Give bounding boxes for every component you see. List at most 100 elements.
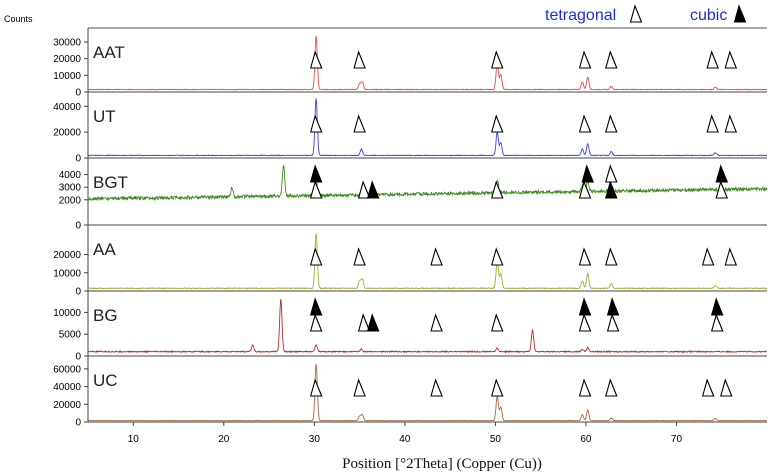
x-tick-label: 70 xyxy=(671,434,683,445)
peak-marker-tetragonal xyxy=(309,247,323,266)
peak-marker-cubic xyxy=(366,180,380,199)
y-tick-label: 0 xyxy=(75,221,81,232)
x-tick-label: 10 xyxy=(128,434,140,445)
panel-label: UC xyxy=(93,371,118,390)
peak-marker-cubic xyxy=(309,164,323,183)
peak-marker-tetragonal xyxy=(720,378,733,397)
panel-label: BG xyxy=(93,306,118,325)
peak-marker-tetragonal xyxy=(605,378,618,397)
legend-hollow-triangle xyxy=(629,4,643,23)
x-axis: 10 20 30 40 50 60 70 xyxy=(88,421,767,445)
peak-marker-tetragonal xyxy=(490,247,504,266)
peak-marker-tetragonal xyxy=(605,50,618,69)
y-tick-label: 30000 xyxy=(53,38,81,49)
legend-cubic-label: cubic xyxy=(690,7,727,24)
peak-marker-tetragonal xyxy=(430,378,443,397)
peak-marker-tetragonal xyxy=(724,50,738,69)
peak-marker-tetragonal xyxy=(605,247,618,266)
peak-marker-tetragonal xyxy=(606,313,620,332)
peak-marker-tetragonal xyxy=(357,313,371,332)
y-tick-label: 40000 xyxy=(53,382,81,393)
peak-marker-cubic xyxy=(605,180,618,199)
y-tick-label: 0 xyxy=(75,88,81,99)
peak-marker-tetragonal xyxy=(706,50,719,69)
peak-marker-tetragonal xyxy=(578,313,592,332)
y-tick-label: 0 xyxy=(75,287,81,298)
peak-marker-cubic xyxy=(606,297,620,316)
peak-marker-tetragonal xyxy=(724,114,738,133)
peak-marker-tetragonal xyxy=(353,378,366,397)
peak-marker-tetragonal xyxy=(490,378,504,397)
y-axis-label: Counts xyxy=(4,14,33,24)
y-tick-label: 60000 xyxy=(53,364,81,375)
peak-marker-tetragonal xyxy=(309,50,323,69)
spectrum-line xyxy=(87,165,768,202)
peak-marker-tetragonal xyxy=(578,247,592,266)
y-tick-label: 40000 xyxy=(53,102,81,113)
peak-marker-cubic xyxy=(581,164,595,183)
panel-label: AA xyxy=(93,240,116,259)
y-tick-label: 2000 xyxy=(59,195,82,206)
spectrum-line xyxy=(87,363,767,422)
peak-marker-tetragonal xyxy=(309,114,323,133)
x-tick-label: 60 xyxy=(580,434,592,445)
y-tick-label: 20000 xyxy=(53,400,81,411)
y-tick-label: 0 xyxy=(75,154,81,165)
peak-marker-tetragonal xyxy=(490,313,504,332)
legend-tetragonal-label: tetragonal xyxy=(545,7,616,24)
y-tick-label: 20000 xyxy=(53,54,81,65)
peak-marker-tetragonal xyxy=(490,180,504,199)
panel-ut: 0 20000 40000 UT xyxy=(53,92,768,165)
peak-marker-tetragonal xyxy=(710,313,724,332)
peak-marker-tetragonal xyxy=(309,313,323,332)
peak-marker-tetragonal xyxy=(430,247,443,266)
x-tick-label: 20 xyxy=(218,434,230,445)
y-tick-label: 4000 xyxy=(59,170,82,181)
peak-marker-tetragonal xyxy=(706,114,719,133)
x-tick-label: 30 xyxy=(309,434,321,445)
legend-filled-triangle xyxy=(733,4,747,23)
peak-marker-tetragonal xyxy=(309,180,323,199)
y-tick-label: 5000 xyxy=(59,330,82,341)
spectrum-line xyxy=(87,233,767,290)
peak-marker-tetragonal xyxy=(578,378,592,397)
peak-marker-tetragonal xyxy=(578,50,592,69)
peak-marker-cubic xyxy=(715,164,729,183)
spectrum-line xyxy=(87,98,768,157)
spectrum-line xyxy=(87,298,768,354)
legend-tetragonal-marker xyxy=(629,4,643,23)
peak-marker-tetragonal xyxy=(701,378,715,397)
peak-marker-tetragonal xyxy=(490,114,504,133)
panel-aat: 0 10000 20000 30000 AAT xyxy=(53,28,768,99)
y-tick-label: 10000 xyxy=(53,268,81,279)
y-tick-label: 10000 xyxy=(53,71,81,82)
y-tick-label: 0 xyxy=(75,352,81,363)
peak-marker-tetragonal xyxy=(578,180,592,199)
peak-marker-tetragonal xyxy=(605,114,618,133)
peak-marker-cubic xyxy=(578,297,592,316)
peak-marker-tetragonal xyxy=(715,180,729,199)
x-tick-label: 50 xyxy=(490,434,502,445)
legend-cubic-marker xyxy=(733,4,747,23)
peak-marker-tetragonal xyxy=(578,114,592,133)
peak-marker-tetragonal xyxy=(605,164,618,183)
peak-marker-tetragonal xyxy=(357,180,371,199)
peak-marker-tetragonal xyxy=(701,247,715,266)
peak-marker-tetragonal xyxy=(309,378,323,397)
peak-marker-tetragonal xyxy=(430,313,443,332)
y-tick-label: 20000 xyxy=(53,128,81,139)
panel-uc: 0 20000 40000 60000 UC xyxy=(53,356,767,429)
panel-bg: 0 5000 10000 BG xyxy=(53,291,768,363)
panel-label: UT xyxy=(93,107,116,126)
peak-marker-cubic xyxy=(309,297,323,316)
peak-marker-tetragonal xyxy=(490,50,504,69)
y-tick-label: 3000 xyxy=(59,183,82,194)
spectrum-line xyxy=(88,35,768,91)
y-tick-label: 20000 xyxy=(53,250,81,261)
x-tick-label: 40 xyxy=(399,434,411,445)
peak-marker-cubic xyxy=(366,313,380,332)
x-axis-label: Position [°2Theta] (Copper (Cu)) xyxy=(342,456,542,472)
